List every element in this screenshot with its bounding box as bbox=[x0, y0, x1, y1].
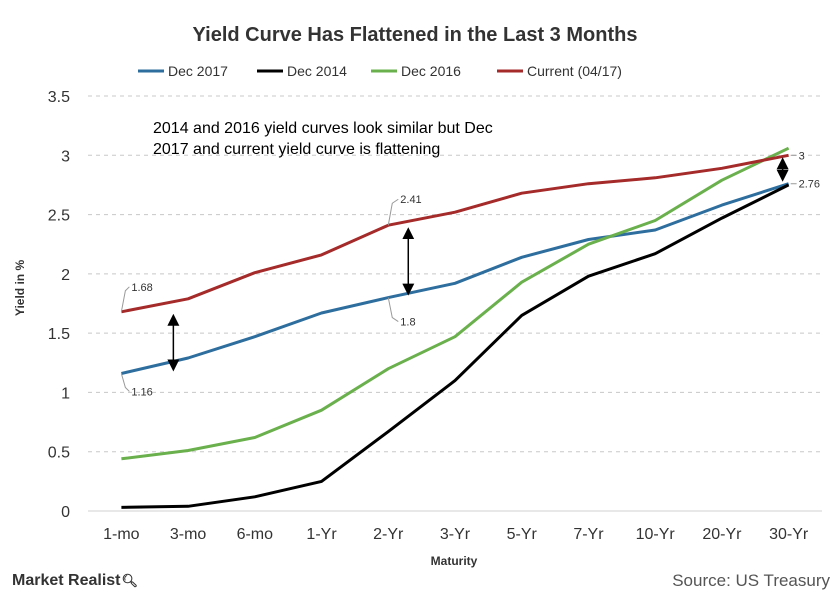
chart-title: Yield Curve Has Flattened in the Last 3 … bbox=[193, 24, 638, 46]
data-label: 3 bbox=[790, 150, 805, 162]
data-label-text: 1.8 bbox=[400, 317, 415, 329]
leader-line bbox=[387, 297, 399, 322]
y-tick-label: 2 bbox=[61, 267, 70, 284]
data-label: 2.41 bbox=[387, 194, 422, 226]
x-tick-label: 7-Yr bbox=[573, 526, 604, 543]
data-labels: 1.68 1.16 2.41 1.8 3 2.76 bbox=[120, 150, 820, 398]
data-label-text: 1.68 bbox=[131, 282, 152, 294]
series-line bbox=[121, 182, 790, 375]
brand-logo: Market Realist🔍︎ bbox=[12, 572, 138, 590]
data-label: 1.8 bbox=[387, 297, 416, 329]
series-line bbox=[121, 153, 789, 314]
annotation-line-1: 2014 and 2016 yield curves look similar … bbox=[153, 120, 493, 137]
data-label-text: 1.16 bbox=[131, 386, 152, 398]
legend-label: Dec 2017 bbox=[168, 63, 228, 79]
y-axis-ticks: 0 0.5 1 1.5 2 2.5 3 3.5 bbox=[48, 89, 70, 521]
leader-line bbox=[120, 373, 130, 392]
x-tick-label: 3-mo bbox=[170, 526, 207, 543]
x-tick-label: 10-Yr bbox=[636, 526, 676, 543]
y-tick-label: 3 bbox=[61, 148, 70, 165]
x-axis-ticks: 1-mo 3-mo 6-mo 1-Yr 2-Yr 3-Yr 5-Yr 7-Yr 10-Yr 20-… bbox=[103, 526, 809, 543]
gap-arrows bbox=[167, 157, 789, 372]
x-tick-label: 20-Yr bbox=[702, 526, 742, 543]
x-tick-label: 1-mo bbox=[103, 526, 140, 543]
data-label: 1.16 bbox=[120, 373, 153, 398]
source-note: Source: US Treasury bbox=[672, 571, 830, 590]
gridlines bbox=[88, 95, 822, 512]
y-tick-label: 0 bbox=[61, 504, 70, 521]
y-tick-label: 3.5 bbox=[48, 89, 70, 106]
x-tick-label: 30-Yr bbox=[769, 526, 809, 543]
y-tick-label: 1.5 bbox=[48, 326, 70, 343]
legend-label: Dec 2014 bbox=[287, 63, 347, 79]
x-axis-title: Maturity bbox=[431, 554, 478, 568]
y-tick-label: 1 bbox=[61, 385, 70, 402]
leader-line bbox=[120, 286, 130, 312]
y-axis-title: Yield in % bbox=[13, 260, 27, 317]
leader-line bbox=[387, 198, 399, 226]
data-label-text: 2.41 bbox=[400, 194, 421, 206]
x-tick-label: 2-Yr bbox=[373, 526, 404, 543]
series-line bbox=[121, 146, 790, 461]
series-lines bbox=[121, 146, 790, 509]
x-tick-label: 6-mo bbox=[237, 526, 274, 543]
legend-item: Dec 2016 bbox=[371, 63, 461, 79]
y-tick-label: 0.5 bbox=[48, 445, 70, 462]
data-label-text: 2.76 bbox=[799, 179, 820, 191]
legend-label: Current (04/17) bbox=[527, 63, 622, 79]
magnifier-icon: 🔍︎ bbox=[121, 573, 139, 588]
y-tick-label: 2.5 bbox=[48, 208, 70, 225]
x-tick-label: 1-Yr bbox=[306, 526, 337, 543]
legend-item: Current (04/17) bbox=[497, 63, 622, 79]
legend-label: Dec 2016 bbox=[401, 63, 461, 79]
data-label: 1.68 bbox=[120, 282, 153, 312]
legend: Dec 2017 Dec 2014 Dec 2016 Current (04/17) bbox=[138, 63, 622, 79]
series-line bbox=[121, 183, 790, 509]
legend-item: Dec 2014 bbox=[257, 63, 347, 79]
data-label-text: 3 bbox=[799, 150, 805, 162]
data-label: 2.76 bbox=[790, 179, 820, 191]
x-tick-label: 3-Yr bbox=[440, 526, 471, 543]
annotation-line-2: 2017 and current yield curve is flatteni… bbox=[153, 141, 440, 158]
x-tick-label: 5-Yr bbox=[507, 526, 538, 543]
brand-name: Market Realist bbox=[12, 572, 121, 589]
legend-item: Dec 2017 bbox=[138, 63, 228, 79]
